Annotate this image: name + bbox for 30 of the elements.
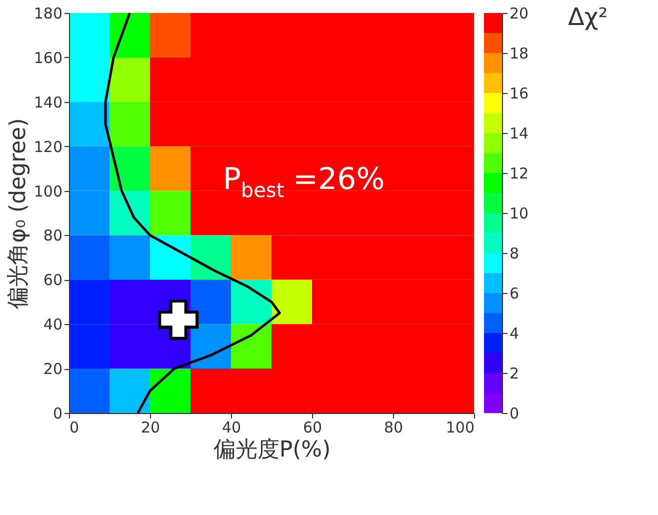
y-tick-label: 20 bbox=[43, 360, 62, 378]
color-bar-label: 0 bbox=[510, 404, 520, 422]
y-tick-label: 160 bbox=[34, 48, 62, 67]
y-tick-label: 180 bbox=[34, 4, 62, 22]
color-bar-label: 8 bbox=[510, 244, 520, 262]
color-bar-label: 20 bbox=[510, 4, 529, 22]
y-tick-label: 60 bbox=[43, 271, 62, 290]
y-tick-label: 120 bbox=[34, 138, 62, 156]
color-bar-label: 18 bbox=[510, 44, 529, 62]
x-tick-label: 20 bbox=[140, 418, 160, 436]
color-bar-label: 10 bbox=[510, 204, 529, 222]
y-tick-label: 0 bbox=[52, 404, 62, 422]
color-bar-title: Δχ² bbox=[568, 3, 608, 31]
color-bar-label: 2 bbox=[510, 364, 520, 382]
y-axis-title: 偏光角φ₀ (degree) bbox=[6, 118, 31, 309]
x-tick-label: 80 bbox=[384, 418, 404, 436]
color-bar-label: 6 bbox=[510, 284, 520, 302]
color-bar-label: 16 bbox=[510, 84, 529, 102]
y-tick-label: 80 bbox=[43, 226, 62, 245]
x-axis-title: 偏光度P(%) bbox=[213, 438, 331, 462]
x-tick-label: 0 bbox=[70, 418, 80, 436]
x-tick-label: 60 bbox=[302, 418, 322, 436]
y-tick-label: 40 bbox=[43, 316, 62, 334]
y-tick-label: 100 bbox=[34, 182, 62, 200]
y-tick-label: 140 bbox=[34, 93, 62, 112]
color-bar-label: 12 bbox=[510, 164, 529, 182]
x-tick-label: 40 bbox=[222, 418, 242, 436]
x-tick-label: 100 bbox=[446, 418, 474, 436]
color-bar-label: 14 bbox=[510, 124, 529, 142]
color-bar-label: 4 bbox=[510, 324, 520, 342]
